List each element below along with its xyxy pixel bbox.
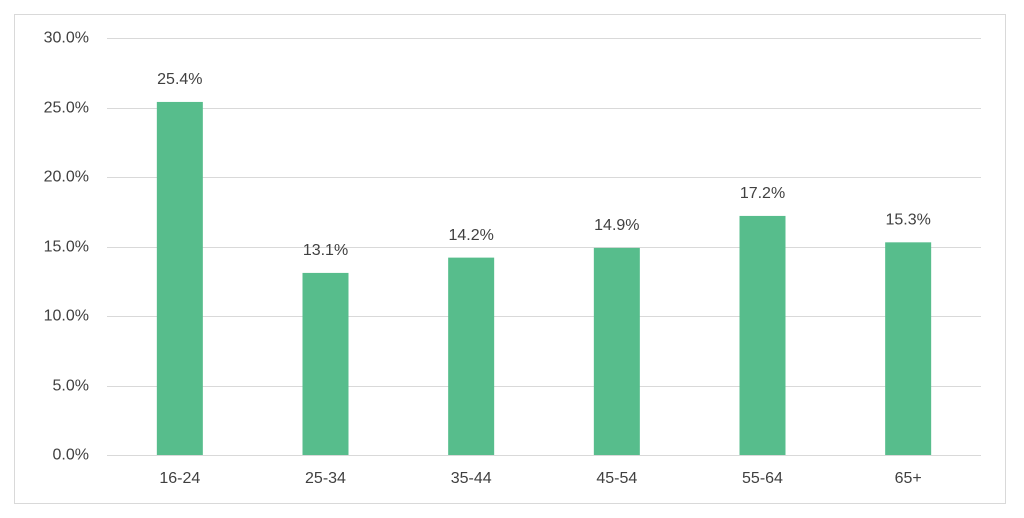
x-tick-label: 65+	[895, 470, 922, 487]
x-tick-label: 55-64	[742, 470, 783, 487]
x-tick-label: 16-24	[159, 470, 200, 487]
bar	[739, 215, 786, 455]
bar	[302, 272, 349, 455]
y-tick-label: 5.0%	[53, 378, 89, 395]
data-label: 14.9%	[594, 217, 639, 234]
data-label: 15.3%	[885, 212, 930, 229]
data-label: 25.4%	[157, 71, 202, 88]
bar	[885, 242, 932, 455]
bar	[593, 247, 640, 455]
y-tick-label: 30.0%	[44, 30, 89, 47]
y-tick-label: 20.0%	[44, 169, 89, 186]
y-tick-label: 0.0%	[53, 447, 89, 464]
x-tick-label: 45-54	[596, 470, 637, 487]
bar	[156, 101, 203, 455]
data-label: 14.2%	[448, 227, 493, 244]
y-tick-label: 15.0%	[44, 239, 89, 256]
x-tick-label: 35-44	[451, 470, 492, 487]
x-tick-label: 25-34	[305, 470, 346, 487]
bar	[448, 257, 495, 455]
data-label: 17.2%	[740, 185, 785, 202]
y-tick-label: 25.0%	[44, 100, 89, 117]
y-tick-label: 10.0%	[44, 308, 89, 325]
data-label: 13.1%	[303, 242, 348, 259]
